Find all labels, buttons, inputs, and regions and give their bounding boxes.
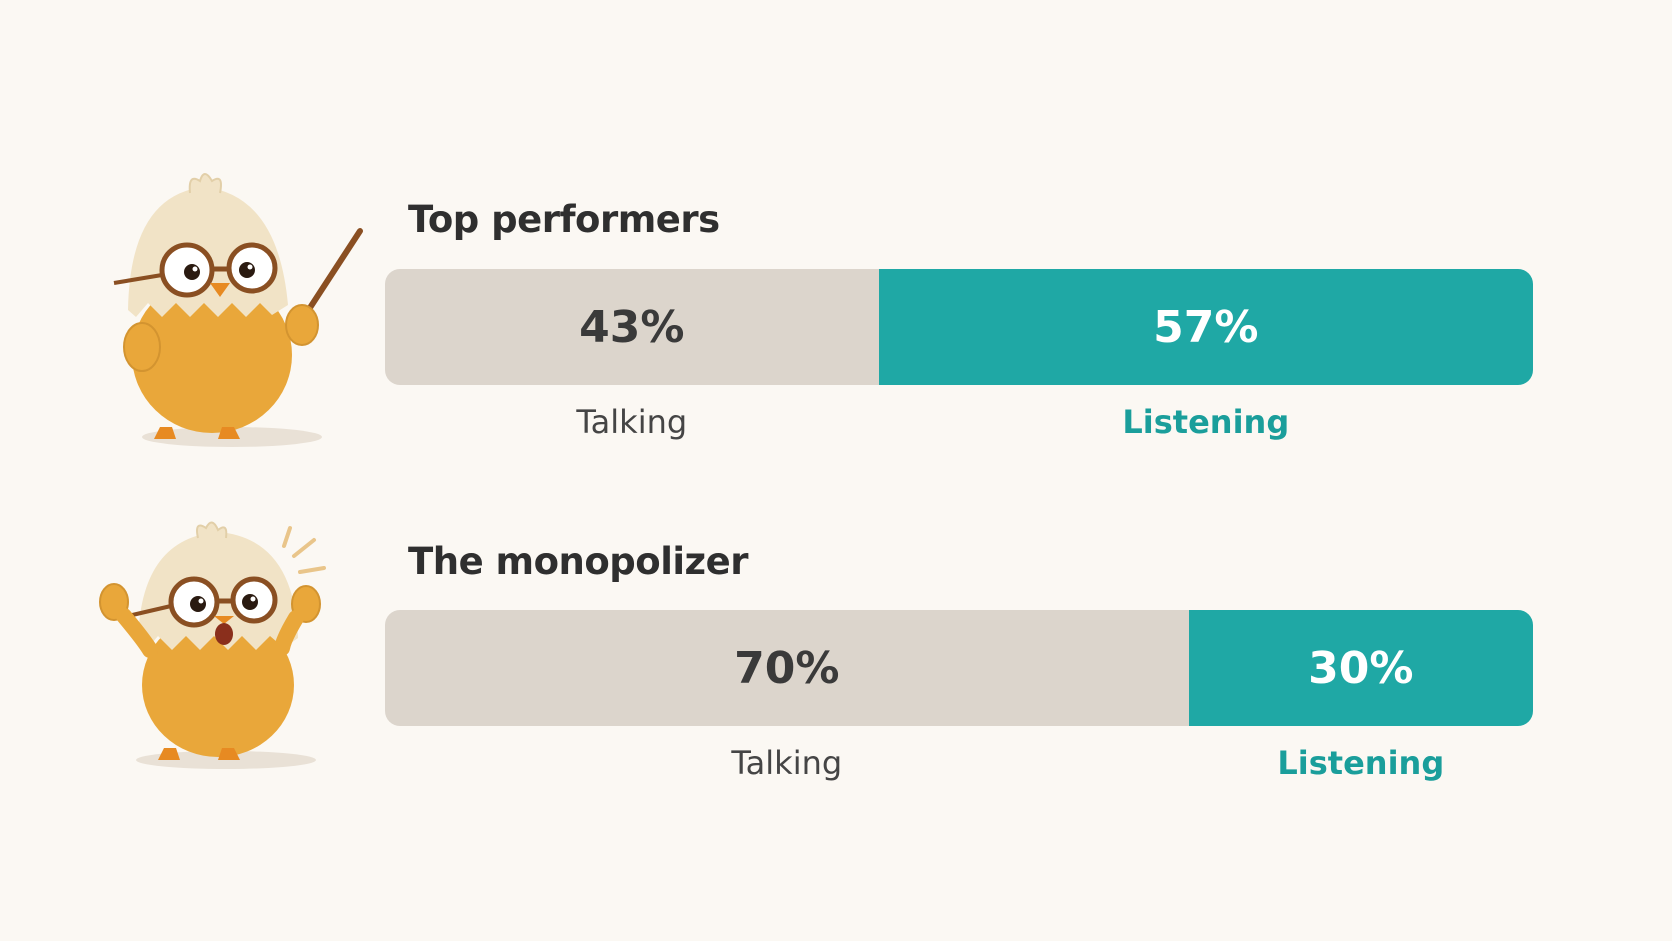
stacked-bar-top-performers: 43% 57% (385, 269, 1533, 385)
row-title-top-performers: Top performers (408, 198, 720, 241)
bar-segment-talking: 70% (385, 610, 1189, 726)
label-talking: Talking (731, 744, 843, 782)
row-title-the-monopolizer: The monopolizer (408, 540, 748, 583)
label-talking: Talking (576, 403, 688, 441)
data-label-talking: 70% (734, 642, 840, 694)
bar-segment-talking: 43% (385, 269, 879, 385)
data-label-talking: 43% (579, 301, 685, 353)
label-listening: Listening (1122, 403, 1290, 441)
data-label-listening: 57% (1153, 301, 1259, 353)
bar-segment-listening: 57% (878, 269, 1533, 385)
chick-teacher-pointer-icon (92, 165, 372, 455)
stacked-bar-the-monopolizer: 70% 30% (385, 610, 1533, 726)
data-label-listening: 30% (1308, 642, 1414, 694)
chick-surprised-icon (88, 520, 348, 770)
bar-segment-listening: 30% (1188, 610, 1533, 726)
label-listening: Listening (1277, 744, 1445, 782)
